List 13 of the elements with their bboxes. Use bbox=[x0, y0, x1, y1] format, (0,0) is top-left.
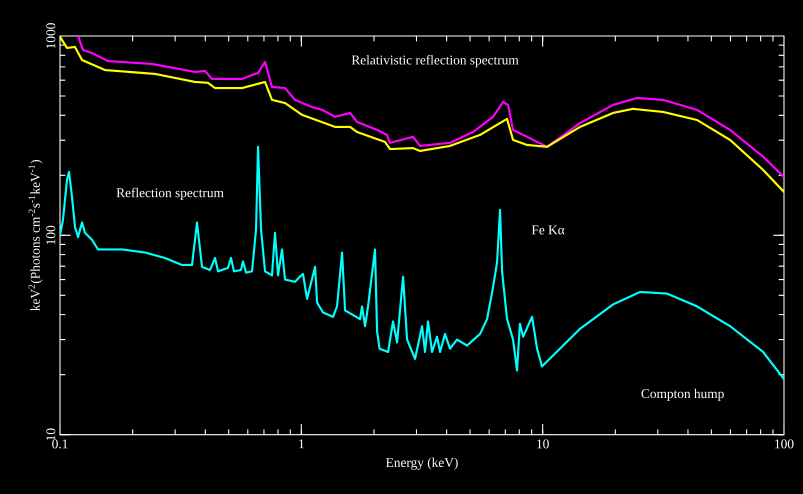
y-tick-label: 10 bbox=[46, 428, 56, 440]
y-tick-label: 1000 bbox=[46, 23, 56, 48]
x-tick-label: 100 bbox=[775, 439, 794, 448]
x-tick-label: 10 bbox=[537, 439, 549, 448]
annotation: Relativistic reflection spectrum bbox=[352, 54, 519, 68]
text: keV$^{2}$(Photons cm$^{-2}$s$^{-1}$keV$^{-1}$) bbox=[28, 160, 42, 311]
annotation: Compton hump bbox=[642, 388, 724, 401]
annotation: Fe Kα bbox=[532, 226, 564, 234]
annotation: Reflection spectrum bbox=[116, 188, 224, 200]
x-axis-title: Energy (keV) bbox=[386, 458, 458, 470]
x-tick-label: 1 bbox=[299, 439, 304, 448]
x-tick-label: 0.1 bbox=[52, 439, 68, 448]
y-tick-label: 100 bbox=[46, 226, 56, 244]
